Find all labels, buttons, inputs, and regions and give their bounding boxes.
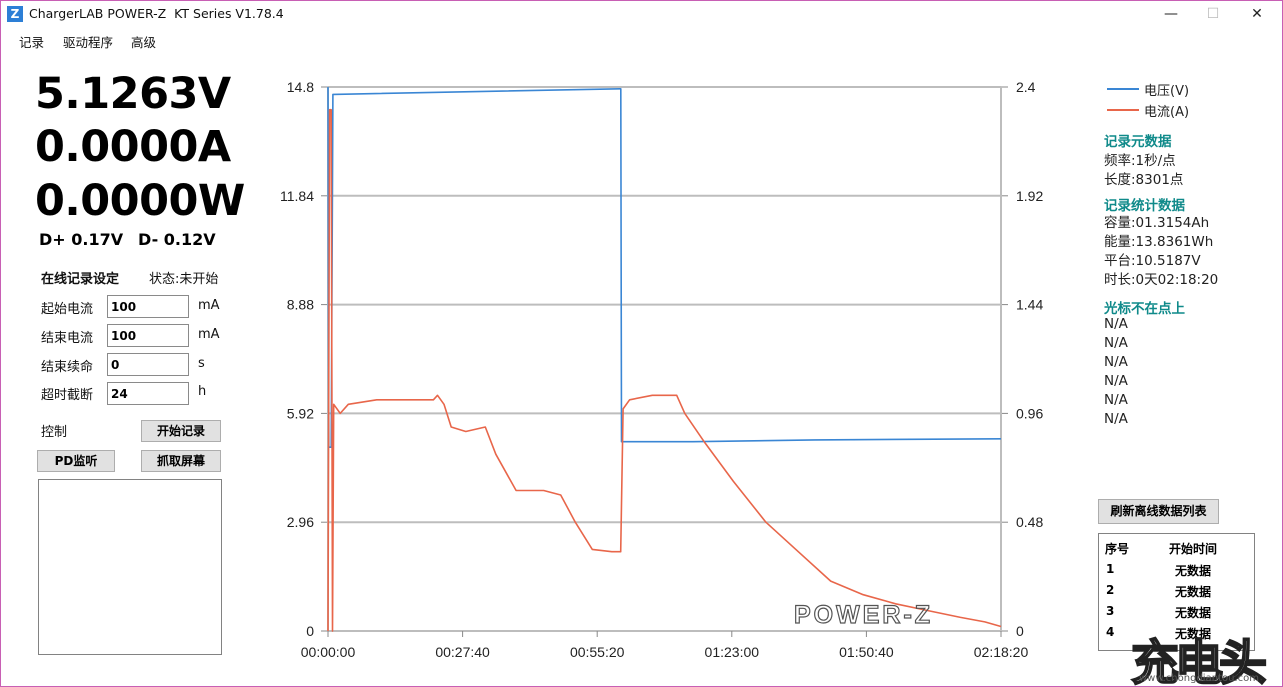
- timeout-label: 超时截断: [41, 388, 94, 403]
- current-series-line: [327, 108, 1002, 632]
- close-button[interactable]: ✕: [1251, 6, 1263, 22]
- end-extend-input[interactable]: 0: [107, 353, 189, 376]
- log-textarea[interactable]: [38, 479, 222, 655]
- pd-monitor-button[interactable]: PD监听: [37, 450, 115, 472]
- end-current-label: 结束电流: [41, 331, 94, 346]
- y-left-tick-label: 14.8: [287, 79, 314, 95]
- stats-energy: 能量:13.8361Wh: [1104, 234, 1214, 250]
- voltage-reading: 5.1263V: [35, 69, 231, 119]
- stats-capacity: 容量:01.3154Ah: [1104, 215, 1210, 231]
- y-right-tick-label: 0.48: [1016, 514, 1043, 530]
- cursor-value: N/A: [1104, 335, 1128, 351]
- maximize-button[interactable]: ☐: [1206, 6, 1220, 22]
- cursor-value: N/A: [1104, 316, 1128, 332]
- y-left-tick-label: 2.96: [287, 514, 314, 530]
- voltage-series-line: [327, 86, 1002, 448]
- meta-rate: 频率:1秒/点: [1104, 153, 1176, 169]
- end-current-input[interactable]: 100: [107, 324, 189, 347]
- x-tick-label: 02:18:20: [974, 644, 1029, 660]
- x-tick-label: 01:23:00: [705, 644, 760, 660]
- row-start: 无数据: [1175, 606, 1212, 620]
- watermark-text: 充电头: [1130, 634, 1268, 687]
- chart-brand-logo: POWER-Z: [794, 601, 933, 629]
- start-current-label: 起始电流: [41, 302, 94, 317]
- minimize-button[interactable]: —: [1164, 6, 1178, 22]
- row-index: 1: [1106, 562, 1115, 576]
- stats-platform: 平台:10.5187V: [1104, 253, 1201, 269]
- online-settings-title: 在线记录设定: [41, 272, 120, 287]
- timeout-input[interactable]: 24: [107, 382, 189, 405]
- stats-title: 记录统计数据: [1104, 198, 1185, 214]
- y-right-tick-label: 2.4: [1016, 79, 1036, 95]
- stats-duration: 时长:0天02:18:20: [1104, 272, 1219, 288]
- end-current-unit: mA: [198, 327, 220, 342]
- watermark-url: www.chongdiantou.com: [1139, 673, 1259, 684]
- end-extend-unit: s: [198, 356, 205, 371]
- app-logo-icon: Z: [7, 6, 23, 22]
- start-current-input[interactable]: 100: [107, 295, 189, 318]
- row-start: 无数据: [1175, 564, 1212, 578]
- row-index: 2: [1106, 583, 1115, 597]
- dplus-reading: D+ 0.17V: [39, 230, 124, 249]
- y-left-tick-label: 5.92: [287, 405, 314, 421]
- row-start: 无数据: [1175, 585, 1212, 599]
- cursor-value: N/A: [1104, 373, 1128, 389]
- meta-title: 记录元数据: [1104, 134, 1172, 150]
- dminus-reading: D- 0.12V: [138, 230, 216, 249]
- current-legend-swatch: [1107, 109, 1139, 111]
- record-status: 状态:未开始: [149, 272, 219, 287]
- control-label: 控制: [41, 425, 68, 440]
- cursor-title: 光标不在点上: [1104, 301, 1185, 317]
- refresh-offline-button[interactable]: 刷新离线数据列表: [1098, 499, 1219, 524]
- menu-driver[interactable]: 驱动程序: [63, 35, 114, 50]
- voltage-legend-swatch: [1107, 88, 1139, 90]
- menu-bar: 记录 驱动程序 高级: [1, 30, 1282, 50]
- y-right-tick-label: 1.44: [1016, 297, 1043, 313]
- offline-records-table[interactable]: 序号 开始时间 1 无数据 2 无数据 3 无数据 4 无数据: [1098, 533, 1255, 651]
- row-index: 4: [1106, 625, 1115, 639]
- x-tick-label: 00:27:40: [435, 644, 490, 660]
- y-left-tick-label: 11.84: [280, 188, 314, 204]
- cursor-value: N/A: [1104, 411, 1128, 427]
- col-start-header[interactable]: 开始时间: [1169, 542, 1218, 556]
- x-tick-label: 00:55:20: [570, 644, 625, 660]
- start-record-button[interactable]: 开始记录: [141, 420, 221, 442]
- screenshot-button[interactable]: 抓取屏幕: [141, 450, 221, 472]
- menu-record[interactable]: 记录: [19, 35, 45, 50]
- cursor-value: N/A: [1104, 392, 1128, 408]
- x-tick-label: 00:00:00: [301, 644, 356, 660]
- current-reading: 0.0000A: [35, 122, 231, 172]
- timeout-unit: h: [198, 384, 207, 399]
- meta-length: 长度:8301点: [1104, 172, 1184, 188]
- row-index: 3: [1106, 604, 1115, 618]
- title-bar: Z ChargerLAB POWER-Z KT Series V1.78.4 —…: [1, 1, 1282, 29]
- y-left-tick-label: 0: [306, 623, 314, 639]
- window-title: ChargerLAB POWER-Z KT Series V1.78.4: [29, 6, 284, 21]
- y-right-tick-label: 1.92: [1016, 188, 1043, 204]
- logo-letter: Z: [10, 7, 20, 21]
- y-right-tick-label: 0: [1016, 623, 1024, 639]
- current-legend-label: 电流(A): [1144, 105, 1190, 120]
- y-left-tick-label: 8.88: [287, 297, 314, 313]
- end-extend-label: 结束续命: [41, 360, 94, 375]
- watermark-logo: 充电头 www.chongdiantou.com: [1129, 623, 1279, 686]
- x-tick-label: 01:50:40: [839, 644, 894, 660]
- voltage-legend-label: 电压(V): [1144, 84, 1190, 99]
- cursor-value: N/A: [1104, 354, 1128, 370]
- start-current-unit: mA: [198, 298, 220, 313]
- menu-advanced[interactable]: 高级: [131, 35, 157, 50]
- power-reading: 0.0000W: [35, 176, 245, 226]
- col-index-header[interactable]: 序号: [1105, 542, 1130, 556]
- row-start: 无数据: [1175, 627, 1212, 641]
- y-right-tick-label: 0.96: [1016, 405, 1043, 421]
